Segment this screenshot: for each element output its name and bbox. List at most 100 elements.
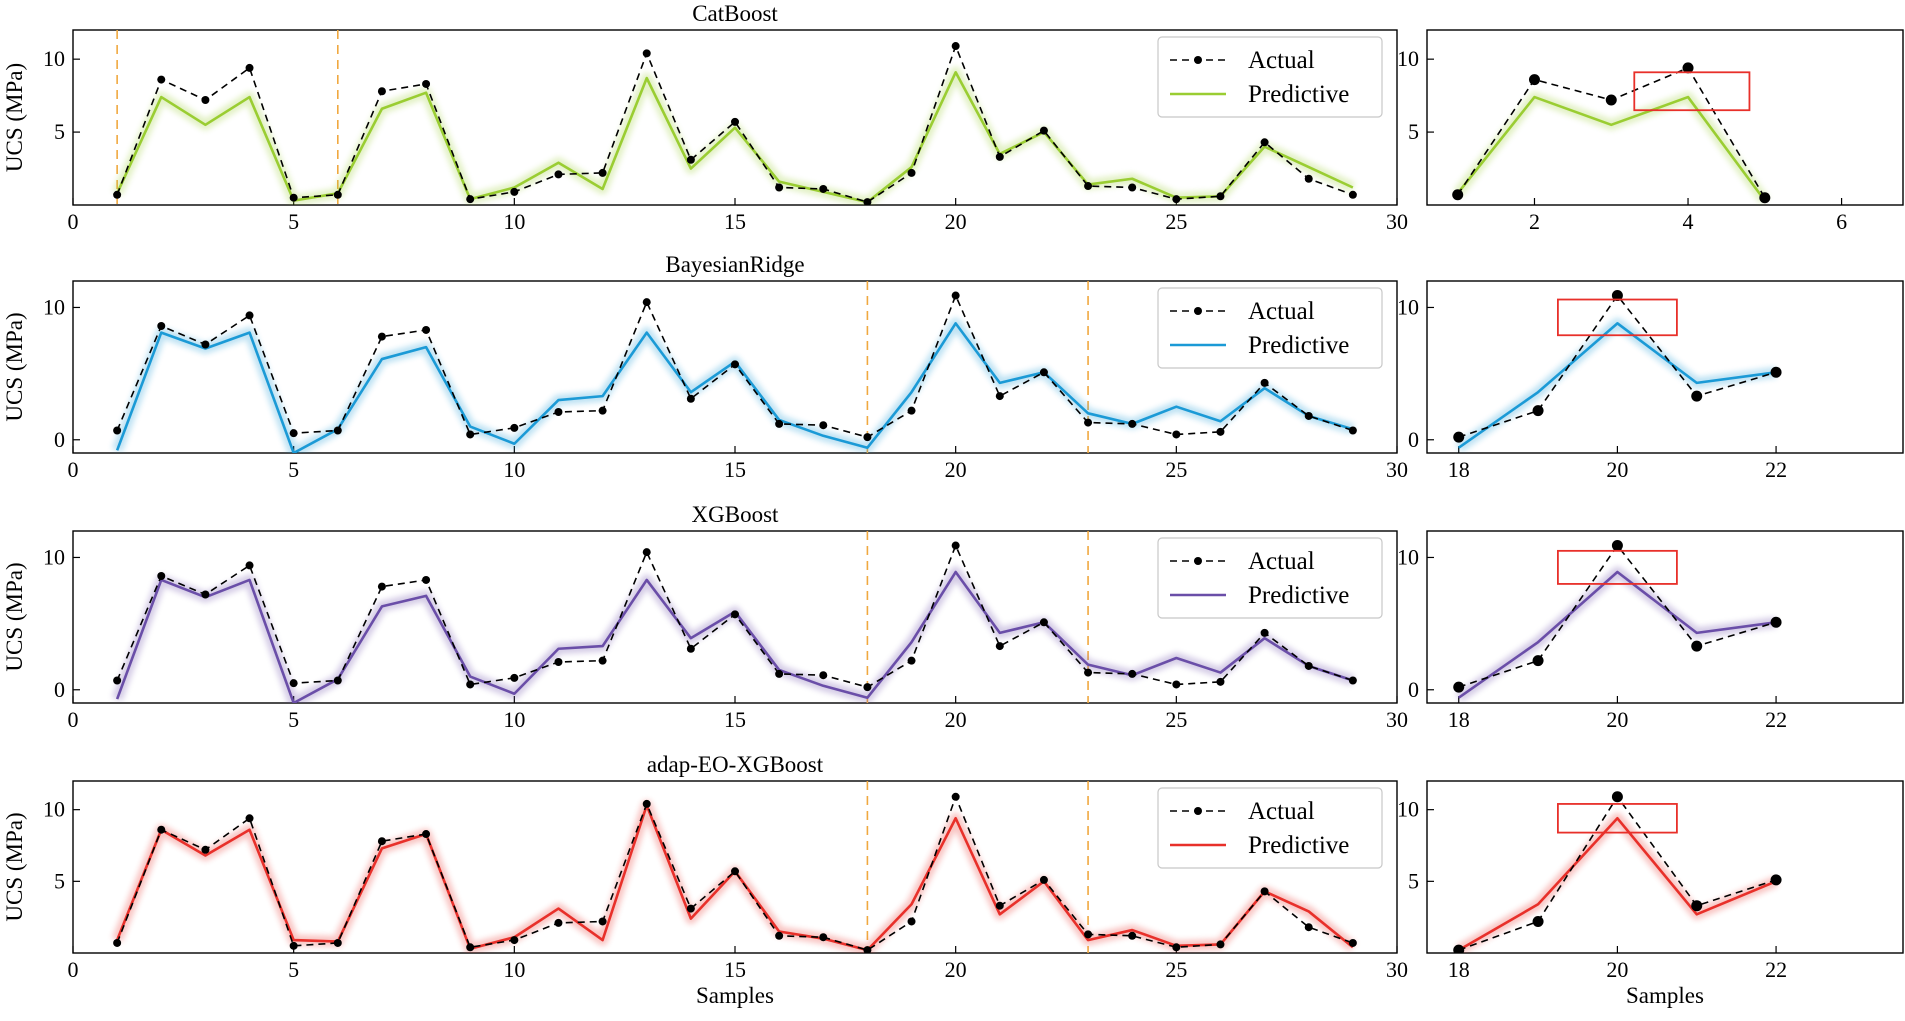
actual-point (377, 332, 386, 341)
actual-point (1691, 640, 1703, 652)
actual-point (466, 195, 475, 204)
actual-point (201, 590, 210, 599)
actual-point (775, 419, 784, 428)
actual-point (377, 582, 386, 591)
panel-title: adap-EO-XGBoost (647, 752, 824, 777)
x-tick-label: 30 (1386, 707, 1408, 732)
actual-point (598, 406, 607, 415)
actual-point (1260, 138, 1269, 147)
highlight-box (1557, 803, 1678, 834)
actual-point (1039, 618, 1048, 627)
x-tick-label: 20 (1606, 457, 1628, 482)
actual-point (775, 669, 784, 678)
plot-area (1452, 62, 1771, 204)
panel-5: 2 4 6 5 10 (1397, 29, 1904, 234)
actual-point (1304, 923, 1313, 932)
x-tick-label: 18 (1448, 457, 1470, 482)
actual-point (510, 673, 519, 682)
actual-point (642, 548, 651, 557)
y-tick-label: 10 (43, 46, 65, 71)
actual-point (113, 938, 122, 947)
actual-point (554, 170, 563, 179)
y-axis-label: UCS (MPa) (2, 63, 27, 172)
actual-point (731, 610, 739, 619)
actual-point (819, 671, 828, 680)
actual-point (245, 311, 254, 320)
actual-point (1216, 192, 1225, 201)
predictive-series-line (1457, 570, 1777, 699)
legend-actual-label: Actual (1248, 298, 1315, 325)
legend: Actual Predictive (1157, 287, 1383, 369)
actual-point (1682, 62, 1694, 74)
x-tick-label: 20 (945, 209, 967, 234)
plot-area (112, 781, 1357, 953)
actual-series-line (116, 794, 1354, 952)
plot-area (111, 531, 1357, 703)
x-tick-label: 15 (724, 957, 746, 982)
actual-point (1532, 405, 1544, 417)
actual-point (510, 936, 519, 945)
plot-area (1453, 791, 1782, 953)
y-axis-label: UCS (MPa) (2, 562, 27, 671)
x-tick-label: 10 (503, 957, 525, 982)
panel-6: 18 20 22 0 10 (1397, 280, 1904, 482)
actual-point (951, 541, 960, 550)
actual-point (1691, 390, 1703, 402)
actual-point (951, 792, 960, 801)
panel-3: 0 5 10 15 20 25 30 0 10 XGBoost UCS (MPa) Actual Pre… (2, 502, 1408, 732)
actual-point (863, 433, 872, 442)
actual-point (1039, 368, 1048, 377)
actual-point (554, 918, 563, 927)
actual-point (863, 198, 872, 205)
plot-area (112, 30, 1357, 205)
actual-point (466, 430, 475, 439)
actual-point (686, 904, 695, 913)
x-axis-label: Samples (696, 983, 774, 1008)
actual-point (1611, 791, 1623, 803)
legend: Actual Predictive (1157, 787, 1383, 869)
actual-point (157, 321, 166, 330)
actual-point (598, 168, 607, 177)
legend-actual-marker (1194, 807, 1202, 815)
x-tick-label: 0 (68, 209, 79, 234)
actual-point (1532, 915, 1544, 927)
actual-point (1304, 411, 1313, 420)
actual-point (1260, 378, 1269, 387)
panel-title: CatBoost (692, 1, 778, 26)
actual-point (1452, 189, 1464, 201)
legend-predictive-label: Predictive (1248, 582, 1349, 609)
actual-point (686, 394, 695, 403)
actual-point (863, 683, 872, 692)
x-tick-label: 30 (1386, 957, 1408, 982)
actual-point (377, 837, 386, 846)
predictive-series-line (115, 70, 1354, 204)
x-tick-label: 20 (945, 457, 967, 482)
actual-point (333, 938, 342, 947)
actual-point (1304, 174, 1313, 183)
x-tick-label: 10 (503, 457, 525, 482)
plot-area (1453, 290, 1782, 453)
y-tick-label: 0 (54, 427, 65, 452)
actual-point (1216, 940, 1225, 949)
y-tick-label: 10 (43, 294, 65, 319)
x-tick-label: 25 (1165, 209, 1187, 234)
actual-point (245, 814, 254, 823)
x-tick-label: 10 (503, 209, 525, 234)
highlight-box (1557, 298, 1678, 337)
actual-point (819, 421, 828, 430)
predictive-series-glow (1455, 566, 1777, 703)
actual-point (157, 825, 166, 834)
predictive-series-glow (1453, 91, 1770, 204)
actual-point (333, 676, 342, 685)
actual-point (907, 168, 916, 177)
legend-actual-marker (1194, 56, 1202, 64)
actual-point (995, 392, 1004, 401)
x-tick-label: 0 (68, 457, 79, 482)
actual-point (1260, 887, 1269, 896)
actual-point (1605, 94, 1617, 106)
y-tick-label: 5 (54, 119, 65, 144)
actual-point (907, 917, 916, 926)
y-tick-label: 0 (1408, 427, 1419, 452)
actual-point (1348, 938, 1357, 947)
